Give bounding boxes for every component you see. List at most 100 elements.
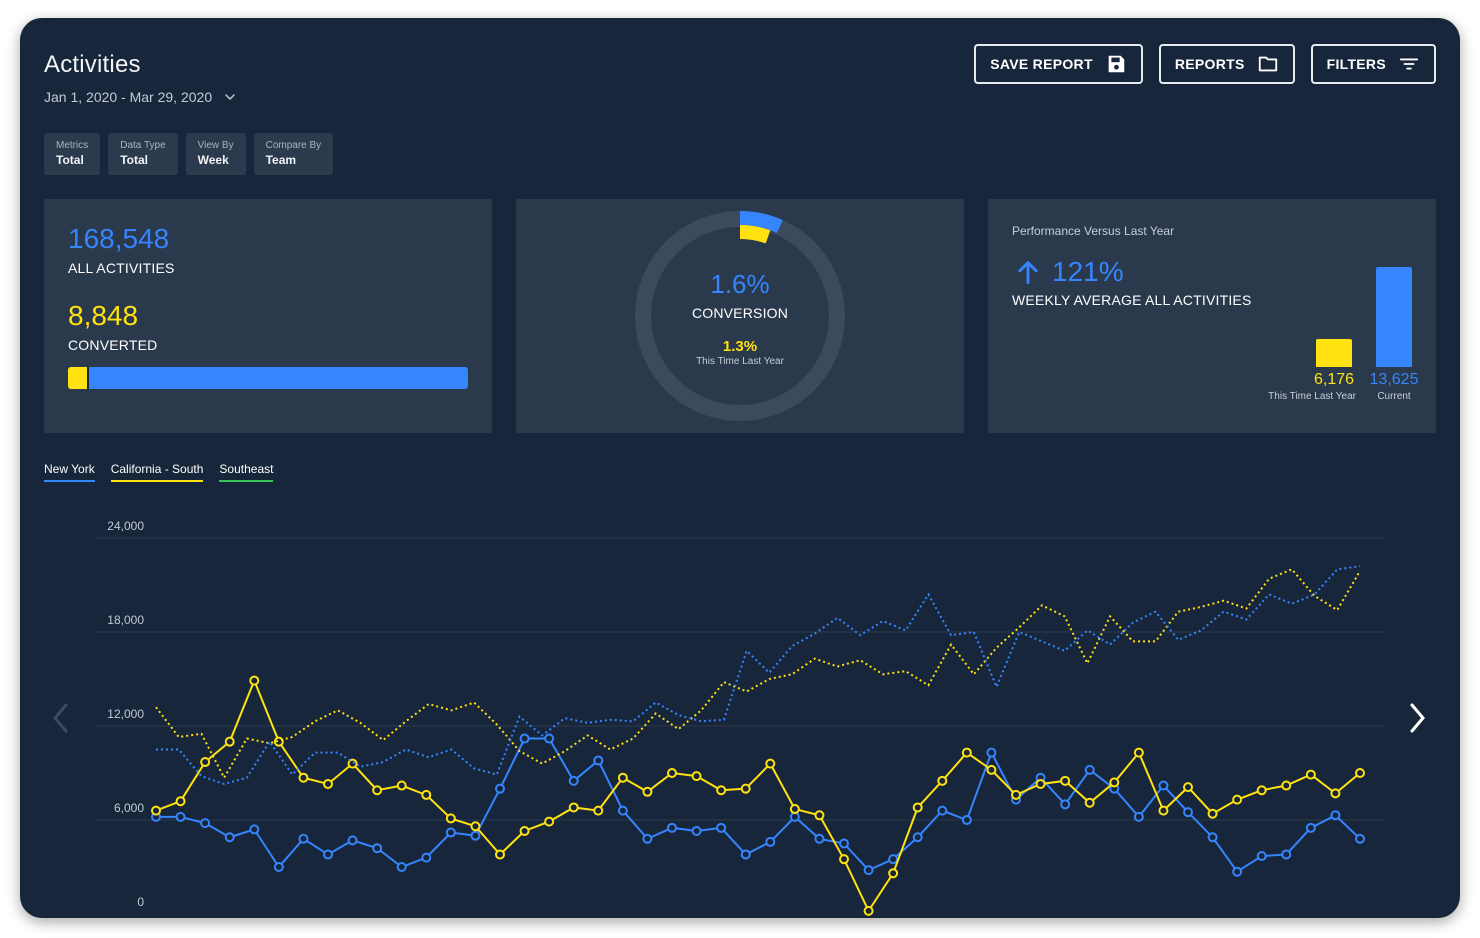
data-point[interactable] <box>789 811 800 822</box>
data-point[interactable] <box>1060 799 1071 810</box>
data-point[interactable] <box>814 810 825 821</box>
data-point[interactable] <box>568 802 579 813</box>
data-point[interactable] <box>740 849 751 860</box>
reports-button[interactable]: REPORTS <box>1158 44 1295 84</box>
data-point[interactable] <box>1133 811 1144 822</box>
data-point[interactable] <box>519 733 530 744</box>
chip-data-type[interactable]: Data Type Total <box>108 133 178 175</box>
data-point[interactable] <box>421 789 432 800</box>
data-point[interactable] <box>175 811 186 822</box>
data-point[interactable] <box>544 816 555 827</box>
data-point[interactable] <box>347 835 358 846</box>
data-point[interactable] <box>937 805 948 816</box>
data-point[interactable] <box>691 825 702 836</box>
date-range-selector[interactable]: Jan 1, 2020 - Mar 29, 2020 <box>44 89 238 105</box>
filters-button[interactable]: FILTERS <box>1310 44 1436 84</box>
data-point[interactable] <box>716 785 727 796</box>
data-point[interactable] <box>1109 777 1120 788</box>
data-point[interactable] <box>888 854 899 865</box>
data-point[interactable] <box>323 849 333 860</box>
data-point[interactable] <box>1281 780 1292 791</box>
data-point[interactable] <box>1207 832 1218 843</box>
data-point[interactable] <box>1355 768 1365 778</box>
data-point[interactable] <box>912 802 923 813</box>
data-point[interactable] <box>175 796 186 807</box>
chip-metrics[interactable]: Metrics Total <box>44 133 101 175</box>
legend-california-south[interactable]: California - South <box>110 462 204 482</box>
data-point[interactable] <box>863 905 874 916</box>
data-point[interactable] <box>1158 805 1169 816</box>
chevron-left-icon[interactable] <box>50 702 72 734</box>
data-point[interactable] <box>1256 785 1267 796</box>
data-point[interactable] <box>937 775 948 786</box>
chip-compare-by[interactable]: Compare By Team <box>253 133 334 175</box>
data-point[interactable] <box>298 833 309 844</box>
data-point[interactable] <box>200 818 211 829</box>
data-point[interactable] <box>495 783 505 794</box>
data-point[interactable] <box>912 832 923 843</box>
data-point[interactable] <box>716 822 727 833</box>
data-point[interactable] <box>200 757 211 768</box>
data-point[interactable] <box>151 805 161 816</box>
data-point[interactable] <box>470 830 481 841</box>
data-point[interactable] <box>249 824 260 835</box>
data-point[interactable] <box>765 836 776 847</box>
data-point[interactable] <box>372 785 383 796</box>
data-point[interactable] <box>1011 789 1021 800</box>
chip-view-by[interactable]: View By Week <box>185 133 246 175</box>
data-point[interactable] <box>986 747 997 758</box>
data-point[interactable] <box>372 843 383 854</box>
data-point[interactable] <box>789 804 800 815</box>
data-point[interactable] <box>667 768 677 778</box>
data-point[interactable] <box>273 862 284 872</box>
data-point[interactable] <box>1133 747 1144 758</box>
data-point[interactable] <box>568 775 579 786</box>
data-point[interactable] <box>1281 849 1292 860</box>
data-point[interactable] <box>1256 851 1267 862</box>
data-point[interactable] <box>1183 782 1193 793</box>
data-point[interactable] <box>888 868 899 879</box>
data-point[interactable] <box>1330 810 1341 821</box>
data-point[interactable] <box>667 822 677 833</box>
data-point[interactable] <box>1207 808 1218 819</box>
data-point[interactable] <box>986 764 997 775</box>
data-point[interactable] <box>1305 769 1316 780</box>
chevron-right-icon[interactable] <box>1406 702 1428 734</box>
data-point[interactable] <box>445 813 456 824</box>
data-point[interactable] <box>593 805 604 816</box>
data-point[interactable] <box>1232 794 1243 805</box>
data-point[interactable] <box>1305 822 1316 833</box>
data-point[interactable] <box>593 755 604 766</box>
data-point[interactable] <box>814 833 825 844</box>
save-report-button[interactable]: SAVE REPORT <box>974 44 1143 84</box>
data-point[interactable] <box>1355 833 1365 844</box>
data-point[interactable] <box>298 772 309 783</box>
data-point[interactable] <box>617 772 628 783</box>
data-point[interactable] <box>396 862 407 872</box>
data-point[interactable] <box>839 854 849 865</box>
data-point[interactable] <box>421 852 432 863</box>
data-point[interactable] <box>642 786 653 797</box>
data-point[interactable] <box>249 675 260 686</box>
data-point[interactable] <box>765 758 776 769</box>
data-point[interactable] <box>495 849 505 860</box>
data-point[interactable] <box>617 805 628 816</box>
data-point[interactable] <box>961 815 972 825</box>
data-point[interactable] <box>1060 775 1071 786</box>
data-point[interactable] <box>1158 780 1169 791</box>
data-point[interactable] <box>1084 797 1095 808</box>
data-point[interactable] <box>691 771 702 782</box>
data-point[interactable] <box>396 780 407 791</box>
data-point[interactable] <box>470 821 481 832</box>
data-point[interactable] <box>839 838 849 849</box>
data-point[interactable] <box>224 832 235 843</box>
data-point[interactable] <box>961 747 972 758</box>
data-point[interactable] <box>642 833 653 844</box>
data-point[interactable] <box>224 736 235 747</box>
data-point[interactable] <box>740 783 751 794</box>
data-point[interactable] <box>544 733 555 744</box>
legend-southeast[interactable]: Southeast <box>219 462 274 482</box>
legend-new-york[interactable]: New York <box>44 462 95 482</box>
data-point[interactable] <box>863 865 874 876</box>
data-point[interactable] <box>519 825 530 836</box>
